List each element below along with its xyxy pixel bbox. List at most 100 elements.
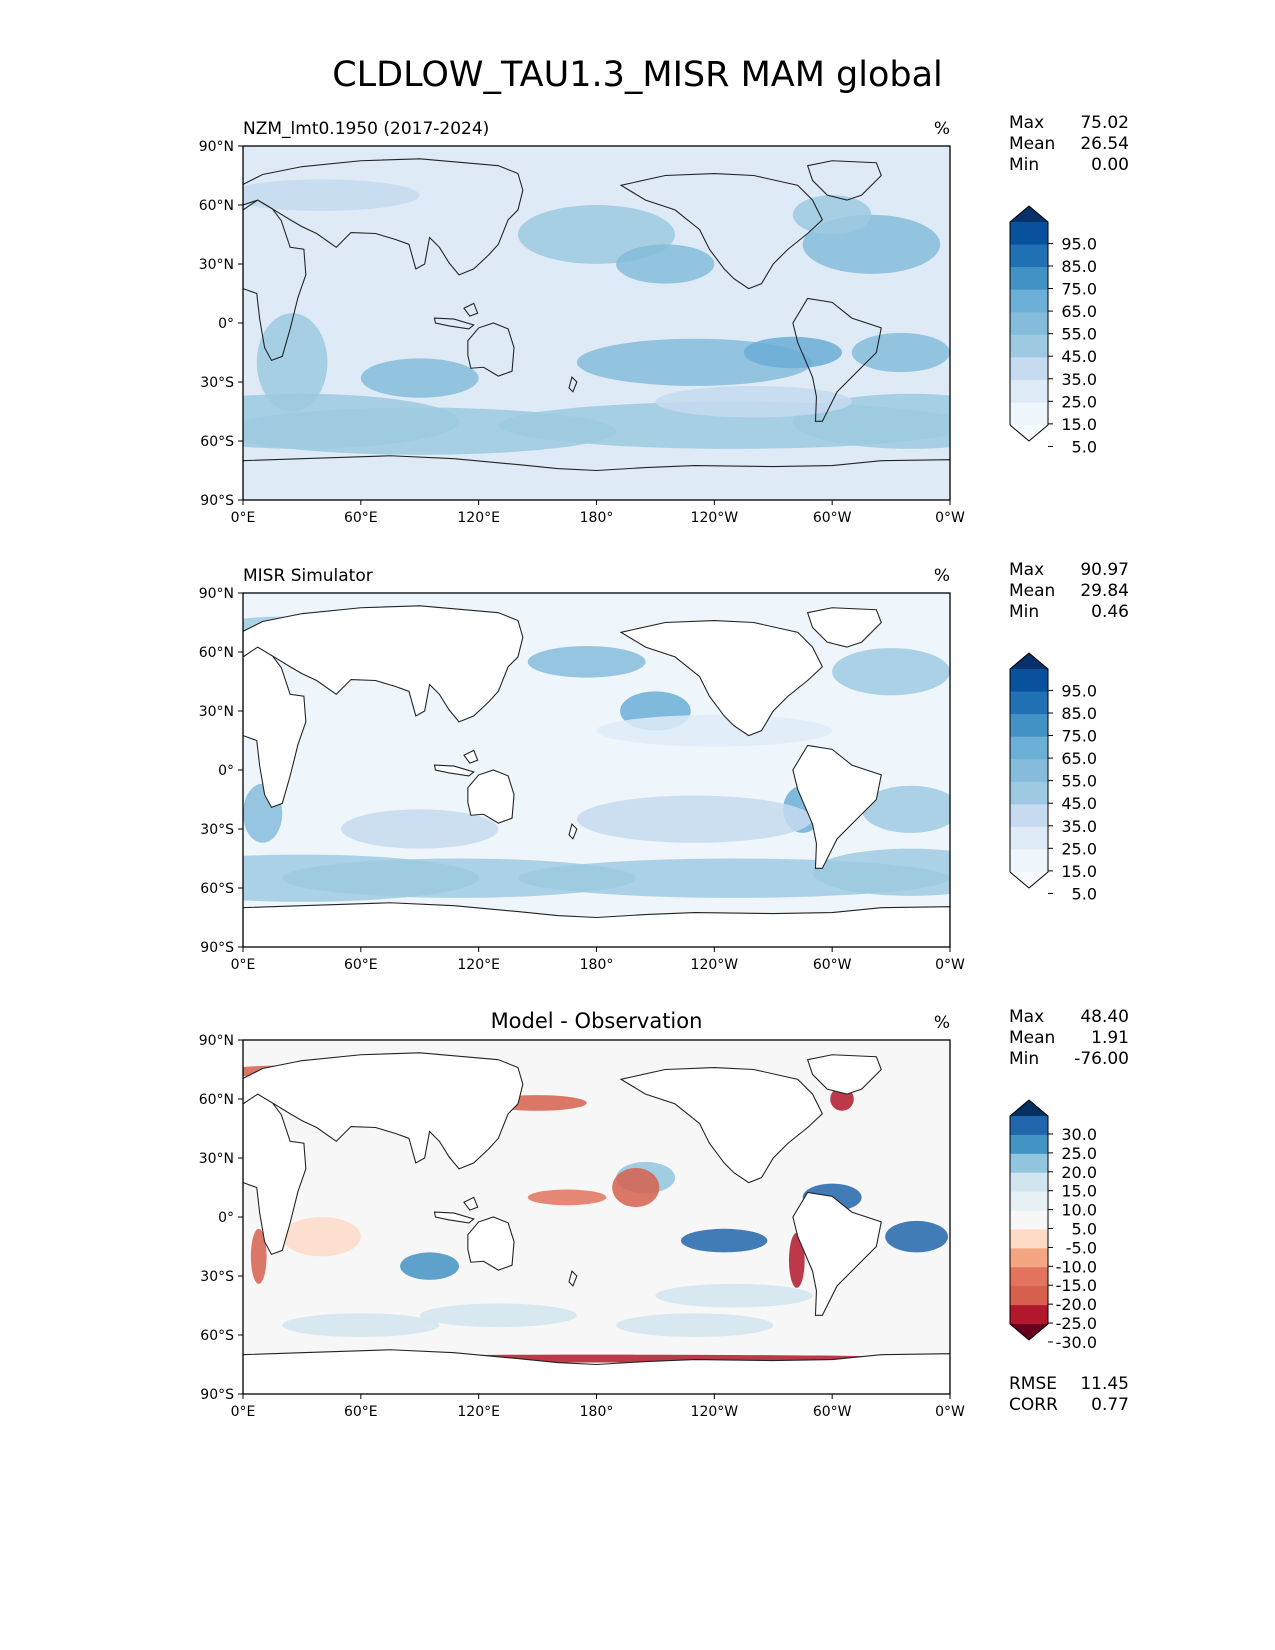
lat-tick-label: 0° <box>218 763 234 779</box>
colorbar-diff: 30.025.020.015.010.05.0-5.0-10.0-15.0-20… <box>1009 1099 1097 1352</box>
colorbar-segment <box>1010 222 1048 246</box>
colorbar-label: -30.0 <box>1056 1333 1097 1352</box>
colorbar-label: 65.0 <box>1061 749 1097 768</box>
colorbar-segment <box>1010 691 1048 715</box>
colorbar-segment <box>1010 1191 1048 1212</box>
lon-tick-label: 60°E <box>344 510 378 526</box>
field-patch <box>788 1232 805 1288</box>
map-field-model <box>243 146 950 500</box>
lat-tick-label: 60°S <box>200 434 234 450</box>
lon-tick-label: 120°W <box>691 510 739 526</box>
stat-value: 0.77 <box>1091 1395 1129 1415</box>
panel-title: MISR Simulator <box>243 566 373 586</box>
stat-name: Mean <box>1009 1028 1055 1048</box>
lon-tick-label: 0°W <box>935 1404 965 1420</box>
stat-name: Max <box>1009 560 1044 580</box>
unit-label: % <box>934 119 950 139</box>
colorbar-cap-top <box>1010 206 1048 222</box>
lon-tick-label: 60°W <box>813 957 852 973</box>
lon-tick-label: 180° <box>580 957 614 973</box>
field-patch <box>282 1217 361 1257</box>
colorbar-segment <box>1010 402 1048 426</box>
colorbar-label: 20.0 <box>1061 1163 1097 1182</box>
field-patch <box>256 313 328 412</box>
lat-tick-label: 30°N <box>199 1151 234 1167</box>
lat-tick-label: 30°N <box>199 257 234 273</box>
colorbar-segment <box>1010 267 1048 291</box>
lat-tick-label: 60°S <box>200 881 234 897</box>
colorbar-segment <box>1010 1153 1048 1174</box>
field-patch <box>680 1228 768 1253</box>
colorbar-segment <box>1010 1172 1048 1193</box>
colorbar-segment <box>1010 1134 1048 1155</box>
lat-tick-label: 0° <box>218 1210 234 1226</box>
field-patch <box>812 848 950 896</box>
lon-tick-label: 60°E <box>344 1404 378 1420</box>
colorbar-label: 75.0 <box>1061 280 1097 299</box>
lon-tick-label: 120°W <box>691 1404 739 1420</box>
colorbar-segment <box>1010 1248 1048 1268</box>
colorbar-segment <box>1010 781 1048 805</box>
colorbar-label: 95.0 <box>1061 681 1097 700</box>
field-patch <box>655 1283 813 1308</box>
panel-title: Model - Observation <box>491 1009 703 1033</box>
colorbar-segment <box>1010 1229 1048 1249</box>
colorbar-label: 65.0 <box>1061 302 1097 321</box>
colorbar-label: 95.0 <box>1061 234 1097 253</box>
lat-tick-label: 90°S <box>200 940 234 956</box>
colorbar-segment <box>1010 1267 1048 1287</box>
stat-value: 90.97 <box>1080 560 1129 580</box>
field-patch <box>527 646 646 678</box>
map-field-obs <box>243 593 950 947</box>
field-patch <box>851 332 950 373</box>
colorbar-label: -15.0 <box>1056 1276 1097 1295</box>
colorbar-cap-bottom <box>1010 425 1048 441</box>
colorbar-segment <box>1010 759 1048 783</box>
panel-title: NZM_lmt0.1950 (2017-2024) <box>243 119 489 139</box>
colorbar-label: 15.0 <box>1061 862 1097 881</box>
field-patch <box>616 244 715 284</box>
lon-tick-label: 180° <box>580 1404 614 1420</box>
colorbar-label: -5.0 <box>1066 1238 1097 1257</box>
colorbar-label: 25.0 <box>1061 392 1097 411</box>
colorbar-cap-bottom <box>1010 872 1048 888</box>
colorbar-label: 45.0 <box>1061 794 1097 813</box>
stat-value: 26.54 <box>1080 134 1129 154</box>
field-patch <box>419 321 538 345</box>
field-patch <box>612 1167 660 1208</box>
map-field-diff <box>243 1040 950 1394</box>
field-patch <box>576 795 813 843</box>
lon-tick-label: 0°W <box>935 957 965 973</box>
lat-tick-label: 90°N <box>199 586 234 602</box>
colorbar-label: 55.0 <box>1061 772 1097 791</box>
stat-value: 0.00 <box>1091 155 1129 175</box>
unit-label: % <box>934 1013 950 1033</box>
colorbar-cap-top <box>1010 1100 1048 1116</box>
lon-tick-label: 0°E <box>231 957 256 973</box>
colorbar-label: 15.0 <box>1061 1182 1097 1201</box>
lat-tick-label: 0° <box>218 316 234 332</box>
unit-label: % <box>934 566 950 586</box>
colorbar-cap-top <box>1010 653 1048 669</box>
colorbar-segment <box>1010 289 1048 313</box>
lat-tick-label: 90°S <box>200 1387 234 1403</box>
lat-tick-label: 90°N <box>199 139 234 155</box>
field-patch <box>743 336 842 369</box>
field-patch <box>527 1189 607 1206</box>
colorbar-label: 5.0 <box>1072 1220 1097 1239</box>
colorbar-segment <box>1010 334 1048 358</box>
colorbar-label: 5.0 <box>1072 437 1097 456</box>
stat-name: RMSE <box>1009 1374 1057 1394</box>
stat-value: 29.84 <box>1080 581 1129 601</box>
colorbar-label: 85.0 <box>1061 257 1097 276</box>
panel-model: 90°N 60°N 30°N 0° 30°S 60°S 90°S0°E 60°E 120°E 18… <box>199 113 1129 526</box>
colorbar-segment <box>1010 312 1048 336</box>
lat-tick-label: 60°N <box>199 1092 234 1108</box>
stat-value: 48.40 <box>1080 1007 1129 1027</box>
colorbar-label: 25.0 <box>1061 1144 1097 1163</box>
lat-tick-label: 30°S <box>200 822 234 838</box>
lon-tick-label: 0°E <box>231 1404 256 1420</box>
stat-name: Mean <box>1009 581 1055 601</box>
stat-name: Max <box>1009 1007 1044 1027</box>
